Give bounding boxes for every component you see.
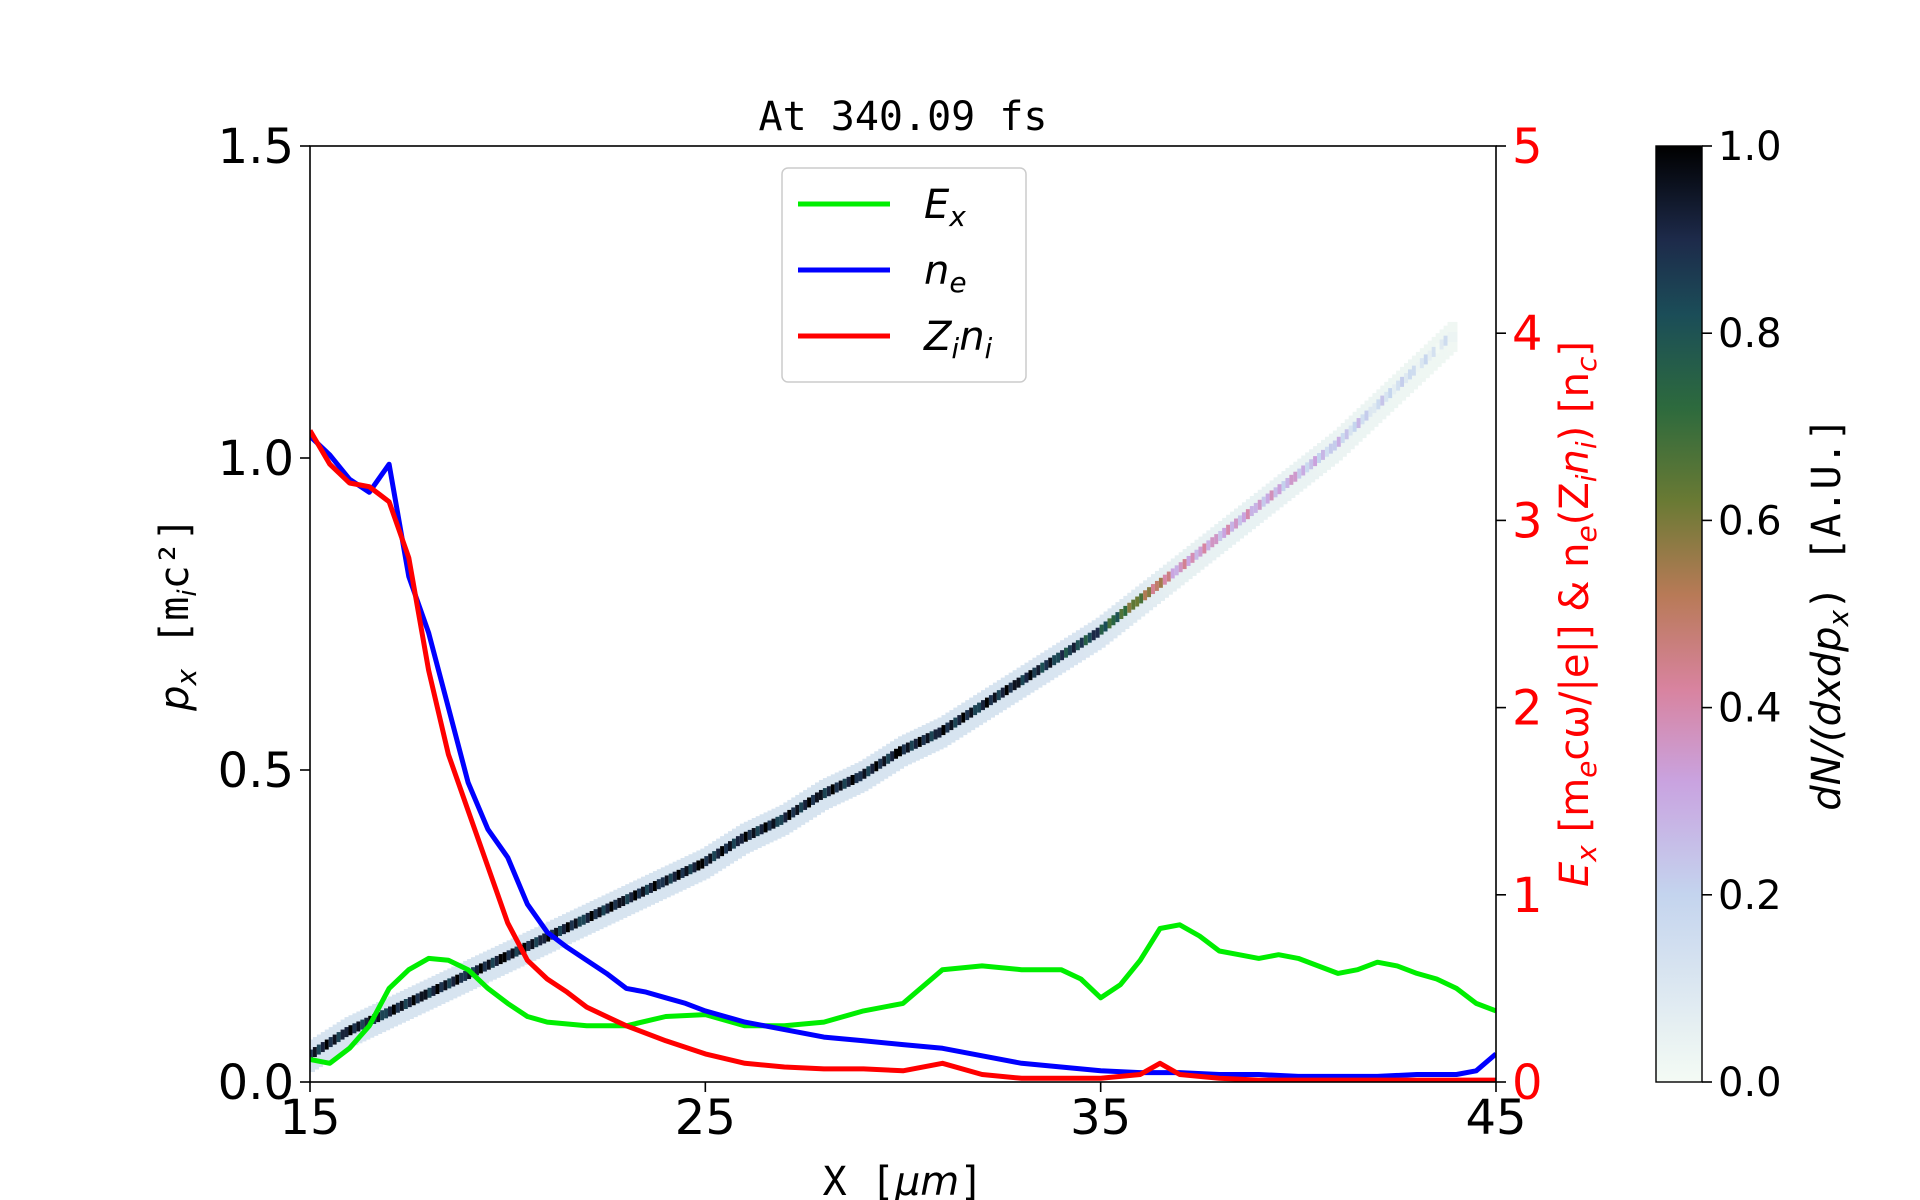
- profile-lines: [310, 429, 1496, 1082]
- colorbar-tick-label: 0.4: [1718, 686, 1782, 732]
- y2-label-t5: n: [1552, 449, 1598, 474]
- colorbar: 0.0 0.2 0.4 0.6 0.8 1.0 dN/(dxdpx) [A.U.]: [1655, 124, 1855, 1106]
- y2-label-t1-sub: x: [1570, 845, 1603, 863]
- x-label-post: ]: [959, 1159, 983, 1200]
- series-line-ne: [310, 434, 1496, 1079]
- y-tick-label: 1.5: [218, 119, 294, 175]
- colorbar-tick-label: 0.2: [1718, 873, 1782, 919]
- x-label-pre: X [: [823, 1159, 895, 1200]
- chart-title: At 340.09 fs: [759, 94, 1048, 140]
- cbar-label-sub: x: [1822, 609, 1855, 627]
- phase-space-heatmap: [310, 321, 1458, 1073]
- colorbar-tick-label: 1.0: [1718, 124, 1782, 170]
- colorbar-tick-label: 0.6: [1718, 498, 1782, 544]
- legend-label-ex: Ex: [924, 182, 966, 233]
- y-label-sub: x: [170, 668, 203, 686]
- y2-tick-label: 3: [1512, 493, 1543, 549]
- y2-label-t4: (Z: [1552, 482, 1598, 525]
- legend: Ex ne Zini: [781, 167, 1027, 383]
- y2-label-t5-sub: i: [1570, 441, 1603, 449]
- cbar-label-main: dN/(dxdp: [1804, 626, 1850, 810]
- colorbar-label: dN/(dxdpx) [A.U.]: [1804, 417, 1855, 810]
- legend-label-zini: Zini: [923, 314, 993, 365]
- y2-label-t2-sub: e: [1570, 761, 1603, 778]
- y-axis-label: px [mic²]: [152, 517, 203, 712]
- plot-frame: [309, 145, 1497, 1083]
- y2-label-t3-sub: e: [1570, 525, 1603, 542]
- series-line-zini: [310, 429, 1496, 1082]
- y2-tick-label: 0: [1512, 1055, 1543, 1111]
- y-tick-label: 0.5: [218, 743, 294, 799]
- y2-label-t6-sub: c: [1570, 356, 1603, 372]
- y-axis-right: 0 1 2 3 4 5: [1496, 119, 1543, 1111]
- y2-label-t2: [m: [1552, 778, 1598, 845]
- x-axis: 15 25 35 45: [279, 1082, 1527, 1146]
- legend-label-ne: ne: [924, 248, 967, 299]
- x-tick-label: 45: [1465, 1090, 1526, 1146]
- y-label-units-tail: c²]: [152, 517, 198, 589]
- y2-label-t7: ]: [1552, 341, 1598, 357]
- y2-label-t1: E: [1552, 861, 1598, 887]
- y2-axis-label: Ex [mecω/|e|] & ne(Zini) [nc]: [1552, 341, 1603, 887]
- x-label-sym: μm: [894, 1159, 959, 1200]
- legend-box: [781, 167, 1027, 383]
- colorbar-tick-label: 0.0: [1718, 1060, 1782, 1106]
- colorbar-tick-label: 0.8: [1718, 311, 1782, 357]
- y-label-units: [m: [152, 597, 198, 669]
- y2-tick-label: 1: [1512, 868, 1543, 924]
- x-axis-label: X [μm]: [823, 1159, 984, 1200]
- y2-label-t3: cω/|e|] & n: [1552, 542, 1598, 760]
- colorbar-ticks: 0.0 0.2 0.4 0.6 0.8 1.0: [1702, 124, 1782, 1106]
- y2-tick-label: 2: [1512, 681, 1543, 737]
- y2-tick-label: 5: [1512, 119, 1543, 175]
- y-axis-left: 0.0 0.5 1.0 1.5: [218, 119, 310, 1111]
- phase-space-cell: [1447, 331, 1458, 342]
- x-tick-label: 25: [675, 1090, 736, 1146]
- y2-label-t4-sub: i: [1570, 474, 1603, 482]
- series-line-ex: [310, 922, 1496, 1066]
- x-tick-label: 35: [1070, 1090, 1131, 1146]
- y-tick-label: 1.0: [218, 431, 294, 487]
- colorbar-gradient: [1655, 145, 1703, 1083]
- y-tick-label: 0.0: [218, 1055, 294, 1111]
- y-label-main: p: [152, 685, 198, 711]
- y2-tick-label: 4: [1512, 306, 1543, 362]
- y2-label-t6: ) [n: [1552, 372, 1598, 441]
- x-tick-label: 15: [279, 1090, 340, 1146]
- cbar-label-tail: ) [A.U.]: [1804, 417, 1850, 610]
- y-label-units-sub: i: [173, 589, 203, 597]
